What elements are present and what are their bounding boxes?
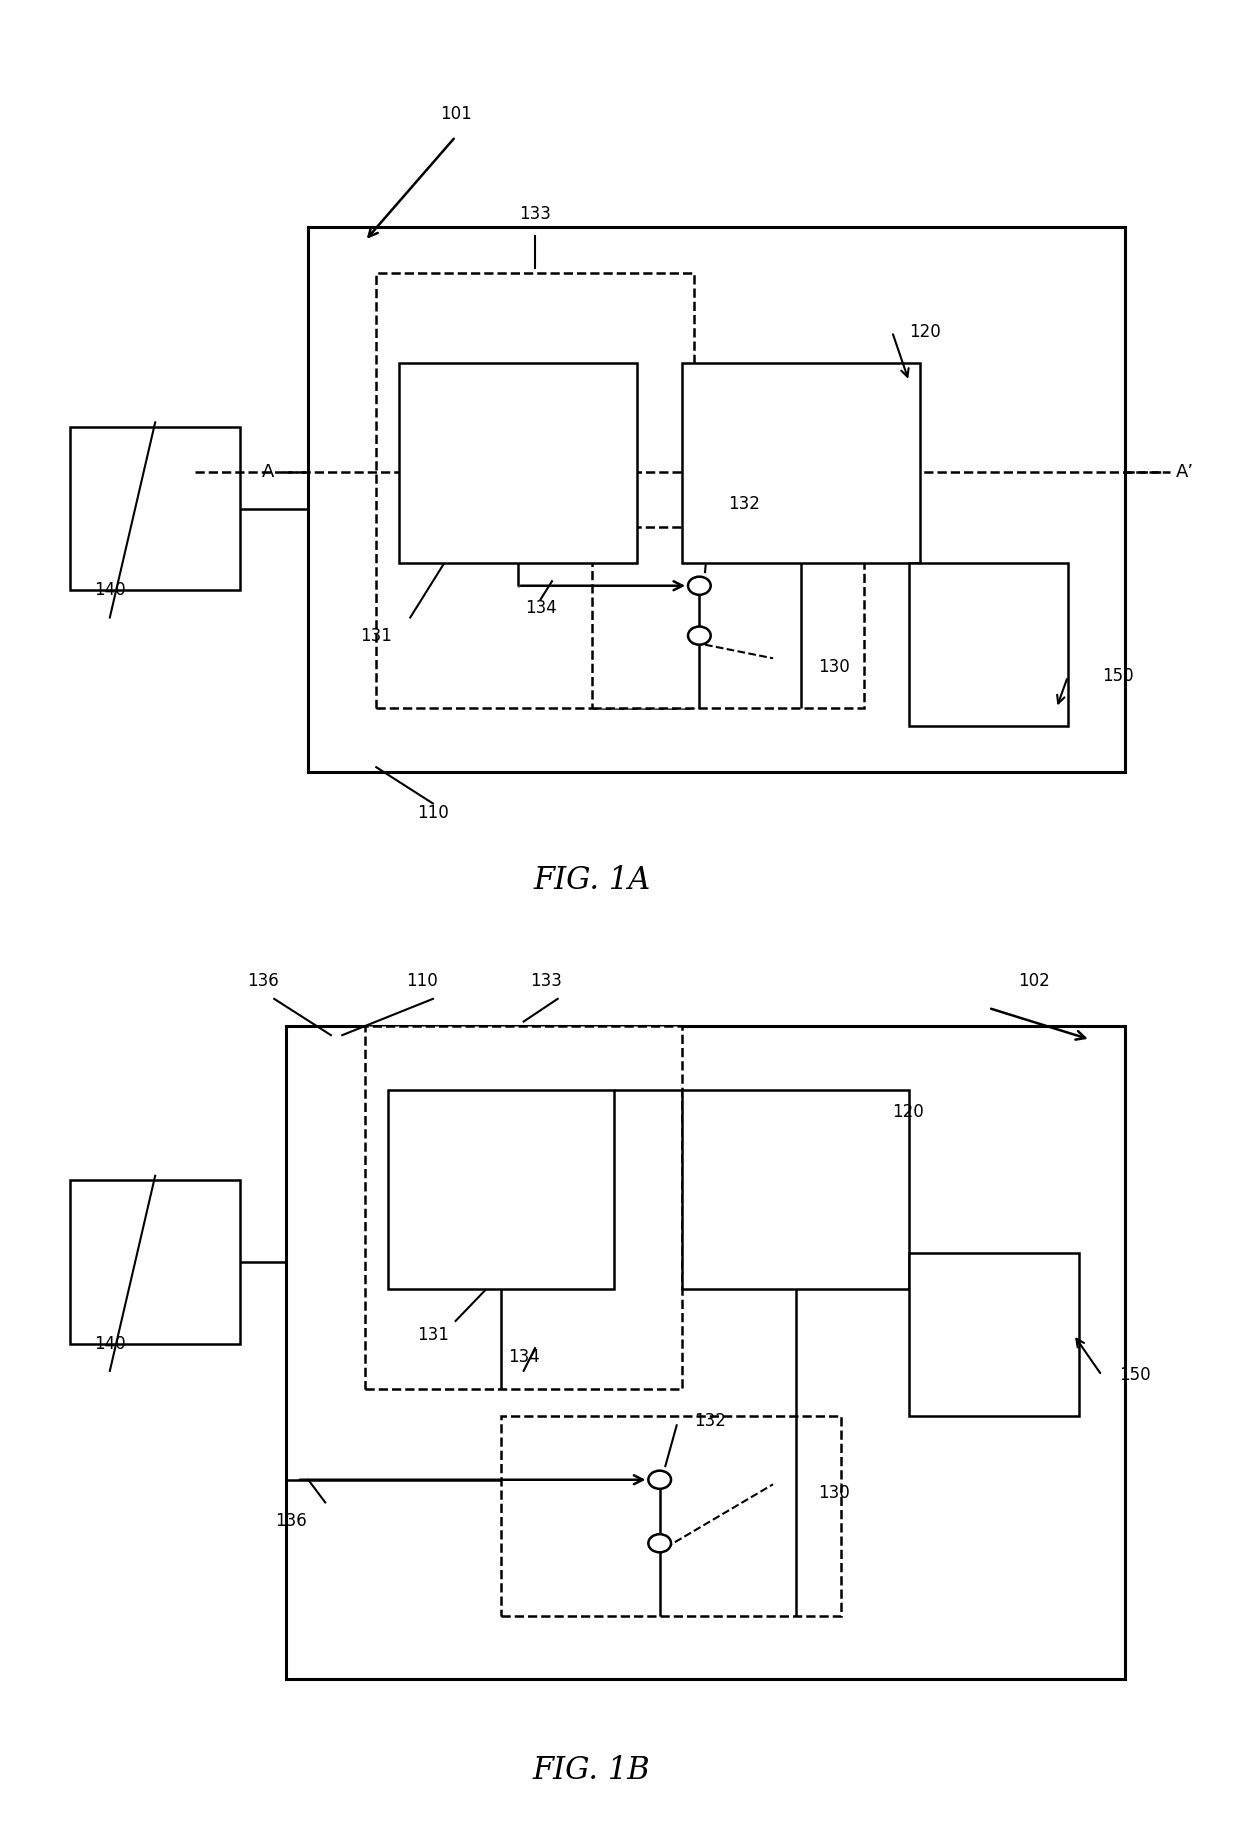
- Text: 132: 132: [728, 495, 760, 514]
- Text: 134: 134: [525, 600, 557, 618]
- Text: 110: 110: [417, 803, 449, 822]
- Text: A’: A’: [1176, 464, 1194, 481]
- Text: 150: 150: [1102, 668, 1133, 686]
- Text: 150: 150: [1118, 1366, 1151, 1385]
- Bar: [682, 1089, 909, 1289]
- Circle shape: [649, 1535, 671, 1552]
- Text: 136: 136: [275, 1511, 308, 1530]
- Bar: [388, 1089, 614, 1289]
- Bar: [909, 563, 1068, 726]
- Circle shape: [649, 1471, 671, 1489]
- Bar: [71, 427, 241, 591]
- Text: 133: 133: [520, 205, 551, 222]
- Bar: [285, 1025, 1125, 1680]
- Bar: [399, 363, 637, 563]
- Text: 136: 136: [247, 972, 279, 990]
- Circle shape: [688, 627, 711, 646]
- Text: 130: 130: [818, 1484, 851, 1502]
- Circle shape: [688, 576, 711, 594]
- Bar: [309, 227, 1125, 772]
- Text: FIG. 1A: FIG. 1A: [533, 866, 650, 897]
- Text: 131: 131: [361, 627, 392, 644]
- Text: 133: 133: [531, 972, 562, 990]
- Text: 134: 134: [507, 1348, 539, 1366]
- Bar: [365, 1025, 682, 1388]
- Text: 140: 140: [94, 581, 125, 600]
- Text: 120: 120: [892, 1104, 924, 1121]
- Text: 120: 120: [909, 323, 941, 341]
- Text: 132: 132: [693, 1412, 725, 1431]
- Text: FIG. 1B: FIG. 1B: [533, 1755, 651, 1786]
- Text: 140: 140: [94, 1335, 125, 1353]
- Bar: [682, 363, 920, 563]
- Bar: [909, 1253, 1079, 1416]
- Text: 101: 101: [440, 105, 471, 123]
- Text: 102: 102: [1018, 972, 1050, 990]
- Text: 130: 130: [818, 658, 851, 677]
- Bar: [501, 1416, 841, 1616]
- Bar: [71, 1181, 241, 1344]
- Text: 131: 131: [417, 1326, 449, 1344]
- Text: 110: 110: [405, 972, 438, 990]
- Text: A: A: [262, 464, 274, 481]
- Bar: [376, 273, 693, 708]
- Bar: [591, 526, 864, 708]
